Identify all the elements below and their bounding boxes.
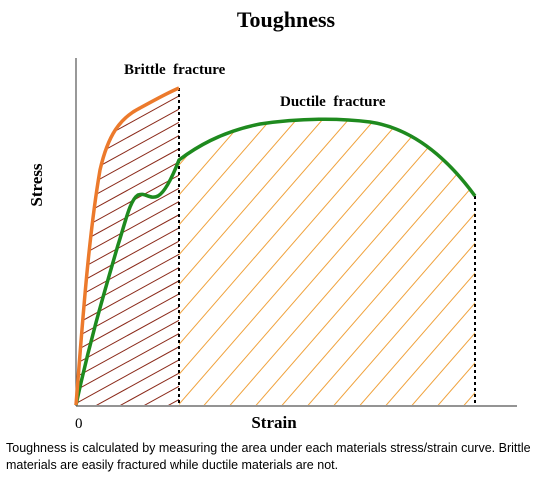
hatch-line (76, 88, 179, 405)
hatch-line (87, 88, 179, 405)
hatch-line (0, 110, 97, 410)
hatch-line (232, 80, 535, 410)
hatch-line (179, 119, 228, 405)
hatch-line (424, 80, 535, 410)
hatch-line (179, 119, 280, 405)
hatch-line (355, 119, 475, 405)
hatch-line (472, 80, 535, 410)
hatch-line (328, 80, 535, 410)
hatch-line (179, 119, 254, 405)
hatch-line (179, 119, 306, 405)
hatch-line (0, 110, 45, 410)
hatch-line (0, 110, 19, 410)
brittle-curve (74, 86, 180, 406)
hatch-line (76, 88, 179, 405)
hatch-line (448, 80, 535, 410)
hatch-line (381, 119, 475, 405)
hatch-line (400, 80, 535, 410)
hatch-line (459, 119, 475, 405)
hatch-line (208, 80, 535, 410)
hatch-line (179, 119, 332, 405)
hatch-line (512, 110, 535, 410)
hatch-line (277, 119, 475, 405)
hatch-line (76, 88, 179, 405)
hatch-line (76, 88, 179, 405)
hatch-line (76, 88, 179, 405)
toughness-diagram: Toughness Brittle fracture Ductile fract… (0, 7, 535, 430)
hatch-line (76, 88, 179, 405)
hatch-line (179, 119, 358, 405)
ductile-curve (74, 117, 477, 406)
hatch-line (280, 80, 535, 410)
hatch-line (76, 88, 179, 405)
hatch-line (304, 80, 535, 410)
hatch-line (111, 88, 179, 405)
y-axis-label: Stress (27, 163, 46, 207)
hatch-line (0, 110, 149, 410)
hatch-line (76, 88, 179, 405)
x-axis-label: Strain (251, 413, 297, 430)
brittle-fracture-label: Brittle fracture (124, 62, 226, 78)
hatch-line (486, 110, 535, 410)
hatch-line (179, 119, 384, 405)
hatch-line (76, 88, 179, 405)
hatch-line (433, 119, 475, 405)
hatch-line (76, 88, 179, 405)
hatch-line (76, 88, 179, 405)
origin-label: 0 (75, 416, 83, 430)
hatch-line (76, 88, 179, 405)
hatch-line (179, 119, 410, 405)
hatch-line (199, 119, 462, 405)
hatch-line (0, 110, 71, 410)
hatch-line (76, 88, 179, 405)
caption: Toughness is calculated by measuring the… (6, 441, 531, 472)
hatch-line (352, 80, 535, 410)
hatch-line (303, 119, 475, 405)
hatch-line (76, 88, 179, 405)
diagram-title: Toughness (237, 7, 336, 32)
hatch-line (520, 80, 535, 410)
hatch-line (407, 119, 475, 405)
hatch-line (329, 119, 475, 405)
ductile-fracture-label: Ductile fracture (280, 94, 386, 110)
hatch-line (76, 88, 179, 405)
hatch-line (179, 119, 436, 405)
hatch-line (496, 80, 535, 410)
